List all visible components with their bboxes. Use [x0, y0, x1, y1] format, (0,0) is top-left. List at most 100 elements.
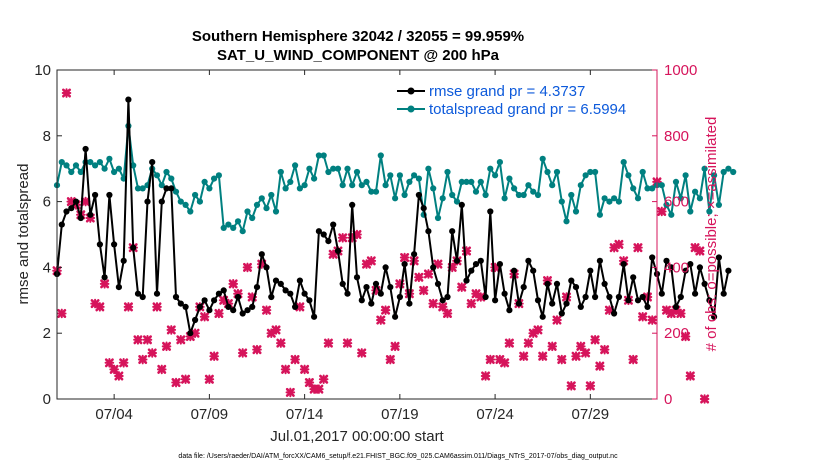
- rmse-point: [253, 284, 261, 291]
- obs-count-marker: [104, 358, 115, 368]
- totalspread-point: [501, 195, 508, 202]
- rmse-point: [506, 307, 513, 314]
- rmse-point: [334, 247, 342, 254]
- rmse-point: [149, 159, 156, 166]
- totalspread-point: [230, 224, 237, 231]
- rmse-point: [453, 257, 461, 264]
- rmse-point: [134, 290, 142, 297]
- obs-count-marker: [699, 394, 710, 404]
- y-right-tick-label: 800: [664, 128, 689, 145]
- totalspread-point: [572, 208, 580, 215]
- rmse-point: [611, 310, 618, 317]
- totalspread-point: [492, 172, 499, 179]
- totalspread-point: [463, 178, 470, 185]
- y-left-tick-label: 10: [34, 62, 51, 79]
- x-axis-label: Jul.01,2017 00:00:00 start: [270, 428, 444, 445]
- totalspread-point: [711, 172, 718, 179]
- totalspread-point: [625, 172, 632, 179]
- rmse-point: [706, 297, 713, 304]
- y-right-tick-label: 1000: [664, 62, 697, 79]
- totalspread-point: [687, 208, 694, 215]
- totalspread-point: [211, 175, 218, 182]
- obs-count-marker: [518, 351, 529, 362]
- totalspread-point: [292, 162, 299, 169]
- obs-count-marker: [280, 364, 291, 375]
- totalspread-point: [701, 165, 708, 172]
- rmse-point: [111, 241, 118, 248]
- legend-spread-marker: [407, 105, 415, 113]
- obs-count-marker: [95, 302, 105, 312]
- totalspread-point: [301, 182, 308, 189]
- obs-count-marker: [485, 354, 496, 365]
- totalspread-point: [387, 172, 394, 179]
- totalspread-point: [201, 178, 208, 185]
- totalspread-point: [468, 178, 475, 185]
- rmse-point: [615, 293, 623, 301]
- obs-count-marker: [237, 348, 248, 358]
- legend-box: [391, 78, 655, 120]
- obs-count-marker: [342, 338, 353, 348]
- obs-count-marker: [118, 358, 129, 368]
- rmse-point: [172, 293, 180, 301]
- rmse-point: [87, 211, 94, 218]
- rmse-point: [434, 280, 442, 287]
- rmse-point: [449, 228, 456, 235]
- totalspread-point: [168, 175, 175, 182]
- totalspread-point: [287, 178, 294, 185]
- obs-count-marker: [595, 361, 605, 371]
- rmse-point: [101, 274, 108, 281]
- obs-count-marker: [61, 88, 72, 98]
- totalspread-point: [472, 188, 480, 195]
- rmse-point: [492, 297, 499, 304]
- rmse-point: [106, 191, 113, 199]
- totalspread-point: [539, 155, 546, 162]
- rmse-point: [596, 257, 604, 264]
- totalspread-point: [496, 159, 503, 166]
- rmse-point: [353, 274, 361, 281]
- totalspread-point: [544, 168, 551, 176]
- obs-count-marker: [633, 242, 643, 253]
- rmse-point: [258, 251, 265, 258]
- totalspread-point: [477, 178, 484, 185]
- totalspread-point: [587, 168, 594, 176]
- obs-count-marker: [147, 348, 158, 358]
- obs-count-marker: [137, 354, 148, 365]
- y-left-tick-label: 0: [43, 391, 51, 408]
- totalspread-point: [92, 162, 99, 169]
- rmse-point: [220, 287, 227, 294]
- rmse-point: [601, 280, 608, 287]
- obs-count-marker: [656, 206, 667, 217]
- totalspread-point: [558, 198, 565, 205]
- obs-count-marker: [571, 351, 581, 362]
- obs-count-marker: [437, 302, 448, 312]
- y-axis-label-right: # of obs: o=possible; ×=assimilated: [703, 117, 720, 352]
- rmse-point: [287, 290, 294, 297]
- obs-count-marker: [533, 325, 543, 335]
- rmse-point: [192, 316, 199, 324]
- totalspread-point: [63, 162, 70, 169]
- y-right-tick-label: 200: [664, 325, 689, 342]
- totalspread-point: [649, 185, 656, 192]
- totalspread-point: [153, 172, 161, 179]
- plot-area: 0 2 4 6 8 10 0 200 400 600 800 1000 07/04 07/09 07/14 0…: [34, 62, 737, 423]
- totalspread-point: [515, 191, 523, 199]
- obs-count-marker: [428, 298, 438, 309]
- rmse-point: [439, 297, 446, 304]
- totalspread-point: [377, 152, 384, 159]
- totalspread-point: [277, 168, 284, 176]
- rmse-point: [487, 208, 494, 215]
- totalspread-point: [577, 182, 584, 189]
- totalspread-point: [706, 208, 713, 215]
- rmse-point: [392, 313, 399, 320]
- obs-count-marker: [171, 377, 181, 388]
- totalspread-point: [111, 168, 118, 176]
- obs-count-marker: [552, 315, 562, 325]
- rmse-point: [577, 303, 584, 310]
- rmse-point: [663, 257, 670, 264]
- rmse-point: [725, 267, 732, 274]
- rmse-point: [472, 261, 480, 268]
- obs-count-marker: [590, 334, 600, 345]
- rmse-point: [363, 284, 370, 291]
- totalspread-point: [106, 155, 113, 162]
- rmse-point: [582, 293, 589, 301]
